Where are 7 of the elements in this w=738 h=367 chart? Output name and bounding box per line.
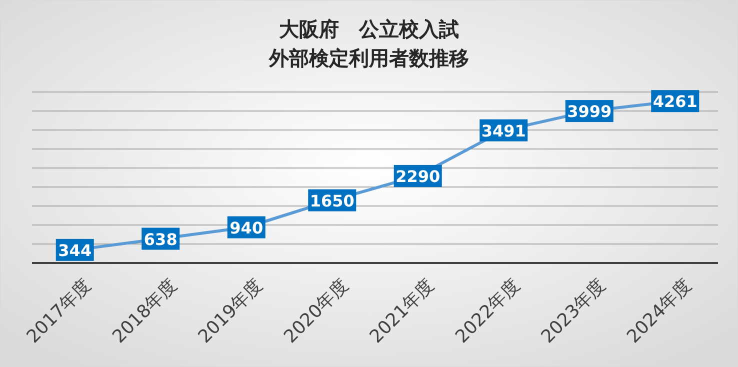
data-label: 3491 <box>481 121 526 140</box>
data-label: 4261 <box>652 92 698 112</box>
chart-subtitle: 外部検定利用者数推移 <box>268 46 469 70</box>
chart-title: 大阪府 公立校入試 <box>279 17 459 41</box>
data-label: 1650 <box>310 191 354 210</box>
data-label: 3999 <box>567 102 612 122</box>
data-label: 2290 <box>396 166 440 186</box>
